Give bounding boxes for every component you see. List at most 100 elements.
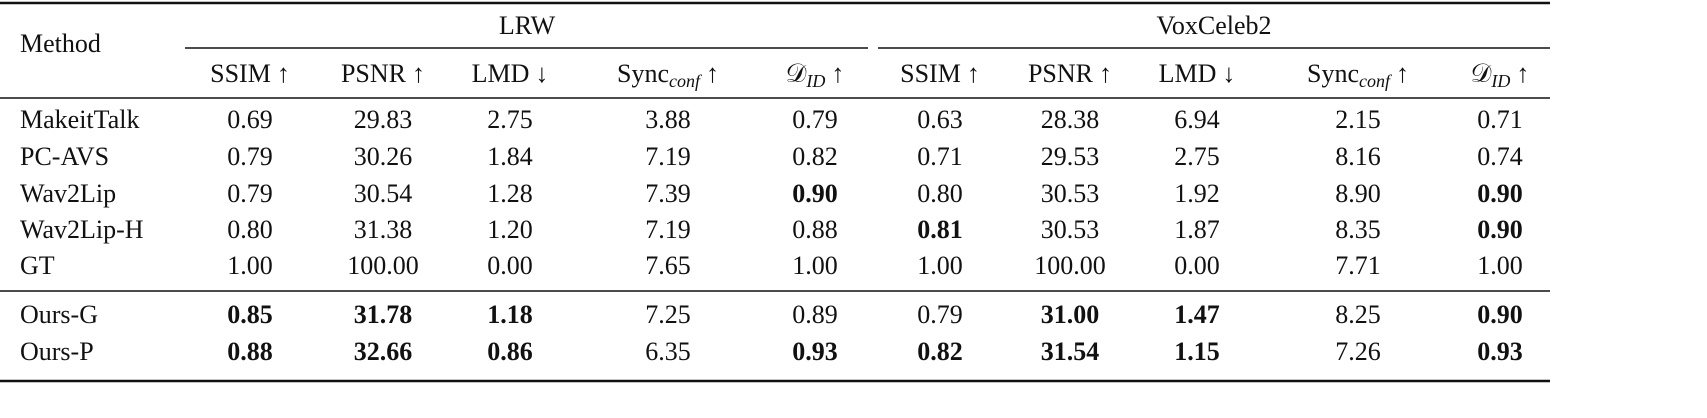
cell: 7.71	[1335, 251, 1381, 280]
cell: 1.00	[917, 251, 963, 280]
cell: 7.65	[645, 251, 691, 280]
column-name: LMD	[472, 59, 530, 88]
cell: 0.90	[792, 179, 838, 208]
cell: 31.00	[1041, 300, 1100, 329]
cell: 0.93	[1477, 337, 1523, 366]
column-header: 𝒟ID ↑	[1471, 59, 1530, 91]
column-name: Sync	[617, 59, 669, 88]
column-header: PSNR ↑	[1028, 59, 1112, 88]
cell: 0.79	[227, 179, 273, 208]
method-name: PC-AVS	[20, 142, 109, 171]
method-name: Wav2Lip	[20, 179, 116, 208]
cell: 8.35	[1335, 215, 1381, 244]
column-name: SSIM	[900, 59, 961, 88]
cell: 29.83	[354, 105, 413, 134]
cell: 7.25	[645, 300, 691, 329]
cell: 0.80	[917, 179, 963, 208]
cell: 0.90	[1477, 300, 1523, 329]
column-arrow: ↑	[412, 59, 425, 88]
column-arrow: ↑	[1516, 59, 1529, 88]
column-subscript: ID	[1490, 71, 1510, 91]
method-header: Method	[20, 29, 101, 58]
cell: 8.90	[1335, 179, 1381, 208]
cell: 8.16	[1335, 142, 1381, 171]
cell: 0.90	[1477, 215, 1523, 244]
cell: 2.15	[1335, 105, 1381, 134]
cell: 1.47	[1174, 300, 1220, 329]
column-name: PSNR	[1028, 59, 1094, 88]
cell: 0.80	[227, 215, 273, 244]
cell: 0.82	[917, 337, 963, 366]
cell: 1.00	[1477, 251, 1523, 280]
cell: 0.88	[227, 337, 273, 366]
column-arrow: ↑	[706, 59, 719, 88]
column-name: 𝒟	[786, 59, 807, 88]
cell: 6.94	[1174, 105, 1220, 134]
cell: 2.75	[487, 105, 533, 134]
cell: 100.00	[347, 251, 419, 280]
column-subscript: conf	[1359, 71, 1393, 91]
cell: 0.71	[1477, 105, 1523, 134]
cell: 1.84	[487, 142, 533, 171]
cell: 7.19	[645, 142, 691, 171]
cell: 3.88	[645, 105, 691, 134]
cell: 1.00	[227, 251, 273, 280]
cell: 0.79	[227, 142, 273, 171]
cell: 31.78	[354, 300, 413, 329]
cell: 1.00	[792, 251, 838, 280]
method-name: GT	[20, 251, 55, 280]
column-header: 𝒟ID ↑	[786, 59, 845, 91]
group-header: VoxCeleb2	[1156, 11, 1271, 40]
cell: 0.93	[792, 337, 838, 366]
method-name: MakeitTalk	[20, 105, 139, 134]
cell: 31.54	[1041, 337, 1100, 366]
method-name: Ours-G	[20, 300, 98, 329]
cell: 7.19	[645, 215, 691, 244]
column-arrow: ↓	[535, 59, 548, 88]
column-header: SSIM ↑	[900, 59, 980, 88]
group-header: LRW	[499, 11, 556, 40]
cell: 1.92	[1174, 179, 1220, 208]
column-name: 𝒟	[1471, 59, 1492, 88]
column-header: LMD ↓	[472, 59, 549, 88]
column-header: LMD ↓	[1159, 59, 1236, 88]
cell: 2.75	[1174, 142, 1220, 171]
cell: 0.82	[792, 142, 838, 171]
cell: 0.74	[1477, 142, 1523, 171]
cell: 30.53	[1041, 179, 1100, 208]
cell: 6.35	[645, 337, 691, 366]
cell: 0.71	[917, 142, 963, 171]
cell: 0.00	[1174, 251, 1220, 280]
column-header: SSIM ↑	[210, 59, 290, 88]
cell: 32.66	[354, 337, 413, 366]
column-name: Sync	[1307, 59, 1359, 88]
column-header: PSNR ↑	[341, 59, 425, 88]
cell: 1.15	[1174, 337, 1220, 366]
column-header: Syncconf ↑	[1307, 59, 1409, 91]
column-header: Syncconf ↑	[617, 59, 719, 91]
cell: 31.38	[354, 215, 413, 244]
cell: 30.54	[354, 179, 413, 208]
cell: 1.87	[1174, 215, 1220, 244]
cell: 8.25	[1335, 300, 1381, 329]
cell: 30.53	[1041, 215, 1100, 244]
cell: 0.69	[227, 105, 273, 134]
cell: 29.53	[1041, 142, 1100, 171]
cell: 1.20	[487, 215, 533, 244]
cell: 1.28	[487, 179, 533, 208]
column-subscript: conf	[669, 71, 703, 91]
method-name: Wav2Lip-H	[20, 215, 144, 244]
column-subscript: ID	[805, 71, 825, 91]
cell: 0.90	[1477, 179, 1523, 208]
cell: 0.85	[227, 300, 273, 329]
cell: 0.00	[487, 251, 533, 280]
cell: 0.79	[792, 105, 838, 134]
cell: 1.18	[487, 300, 533, 329]
cell: 0.79	[917, 300, 963, 329]
cell: 0.81	[917, 215, 963, 244]
column-arrow: ↑	[277, 59, 290, 88]
cell: 0.89	[792, 300, 838, 329]
column-arrow: ↓	[1222, 59, 1235, 88]
cell: 0.88	[792, 215, 838, 244]
